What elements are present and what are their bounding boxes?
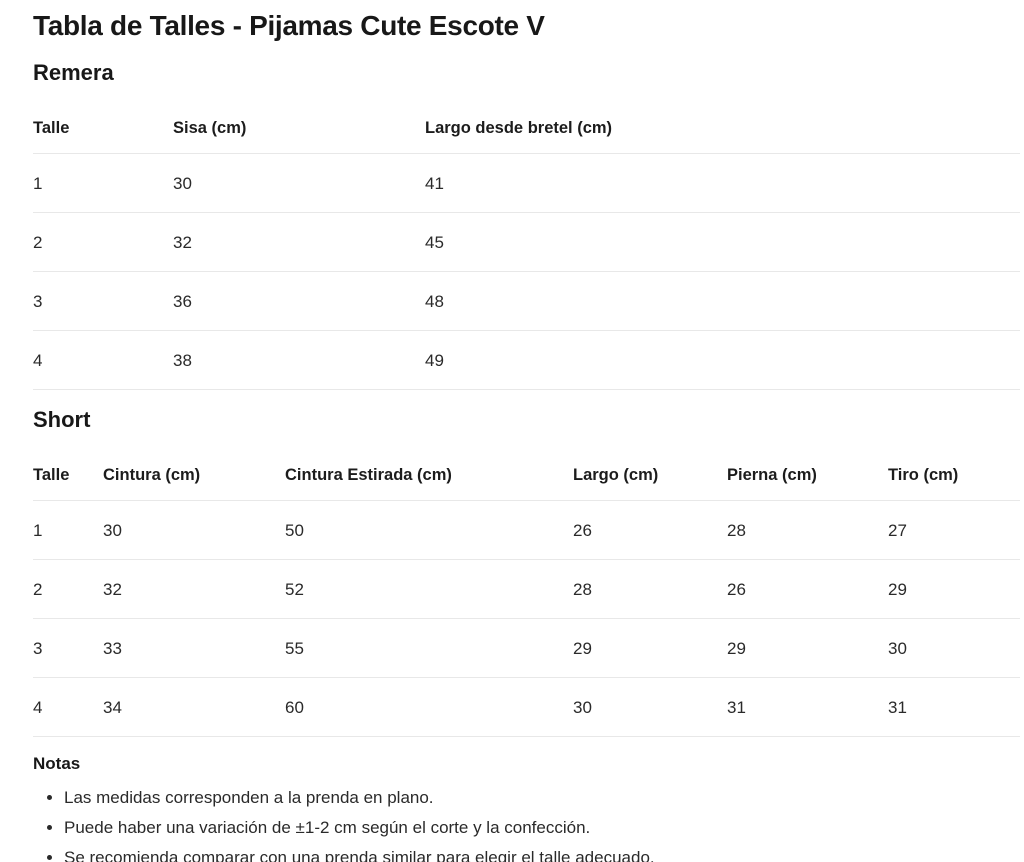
column-header: Cintura (cm) xyxy=(103,449,285,501)
table-cell: 1 xyxy=(33,153,173,213)
table-cell: 31 xyxy=(888,677,1020,737)
table-header-row: Talle Sisa (cm) Largo desde bretel (cm) xyxy=(33,102,1020,154)
table-cell: 30 xyxy=(103,500,285,560)
notes-heading: Notas xyxy=(33,754,81,773)
size-table-remera: Talle Sisa (cm) Largo desde bretel (cm) … xyxy=(33,102,1020,390)
table-cell: 30 xyxy=(573,677,727,737)
table-cell: 52 xyxy=(285,559,573,619)
column-header: Talle xyxy=(33,102,173,154)
column-header: Pierna (cm) xyxy=(727,449,888,501)
note-item: Se recomienda comparar con una prenda si… xyxy=(64,843,1020,862)
table-cell: 34 xyxy=(103,677,285,737)
note-item: Puede haber una variación de ±1-2 cm seg… xyxy=(64,813,1020,843)
table-cell: 3 xyxy=(33,618,103,678)
table-cell: 29 xyxy=(888,559,1020,619)
table-cell: 55 xyxy=(285,618,573,678)
table-cell: 28 xyxy=(727,500,888,560)
table-row: 4 34 60 30 31 31 xyxy=(33,677,1020,737)
table-cell: 4 xyxy=(33,330,173,390)
table-cell: 36 xyxy=(173,271,425,331)
page-title: Tabla de Talles - Pijamas Cute Escote V xyxy=(33,10,545,41)
table-row: 4 38 49 xyxy=(33,330,1020,390)
table-cell: 31 xyxy=(727,677,888,737)
table-cell: 4 xyxy=(33,677,103,737)
table-cell: 26 xyxy=(727,559,888,619)
table-cell: 26 xyxy=(573,500,727,560)
section-heading-short: Short xyxy=(33,407,91,432)
table-row: 1 30 50 26 28 27 xyxy=(33,500,1020,560)
column-header: Largo desde bretel (cm) xyxy=(425,102,1020,154)
column-header: Talle xyxy=(33,449,103,501)
column-header: Largo (cm) xyxy=(573,449,727,501)
table-cell: 33 xyxy=(103,618,285,678)
table-cell: 49 xyxy=(425,330,1020,390)
table-cell: 41 xyxy=(425,153,1020,213)
table-cell: 38 xyxy=(173,330,425,390)
table-cell: 30 xyxy=(173,153,425,213)
table-cell: 45 xyxy=(425,212,1020,272)
table-header-row: Talle Cintura (cm) Cintura Estirada (cm)… xyxy=(33,449,1020,501)
size-table-short: Talle Cintura (cm) Cintura Estirada (cm)… xyxy=(33,449,1020,737)
table-row: 3 33 55 29 29 30 xyxy=(33,618,1020,678)
table-row: 2 32 45 xyxy=(33,212,1020,272)
table-row: 1 30 41 xyxy=(33,153,1020,213)
table-row: 2 32 52 28 26 29 xyxy=(33,559,1020,619)
table-cell: 27 xyxy=(888,500,1020,560)
table-cell: 32 xyxy=(103,559,285,619)
column-header: Cintura Estirada (cm) xyxy=(285,449,573,501)
column-header: Sisa (cm) xyxy=(173,102,425,154)
section-heading-remera: Remera xyxy=(33,60,114,85)
table-cell: 29 xyxy=(573,618,727,678)
notes-list: Las medidas corresponden a la prenda en … xyxy=(33,783,1020,862)
table-cell: 48 xyxy=(425,271,1020,331)
table-cell: 50 xyxy=(285,500,573,560)
table-cell: 2 xyxy=(33,559,103,619)
table-cell: 3 xyxy=(33,271,173,331)
table-cell: 29 xyxy=(727,618,888,678)
table-cell: 60 xyxy=(285,677,573,737)
column-header: Tiro (cm) xyxy=(888,449,1020,501)
table-cell: 32 xyxy=(173,212,425,272)
table-cell: 2 xyxy=(33,212,173,272)
table-row: 3 36 48 xyxy=(33,271,1020,331)
note-item: Las medidas corresponden a la prenda en … xyxy=(64,783,1020,813)
table-cell: 28 xyxy=(573,559,727,619)
table-cell: 30 xyxy=(888,618,1020,678)
table-cell: 1 xyxy=(33,500,103,560)
